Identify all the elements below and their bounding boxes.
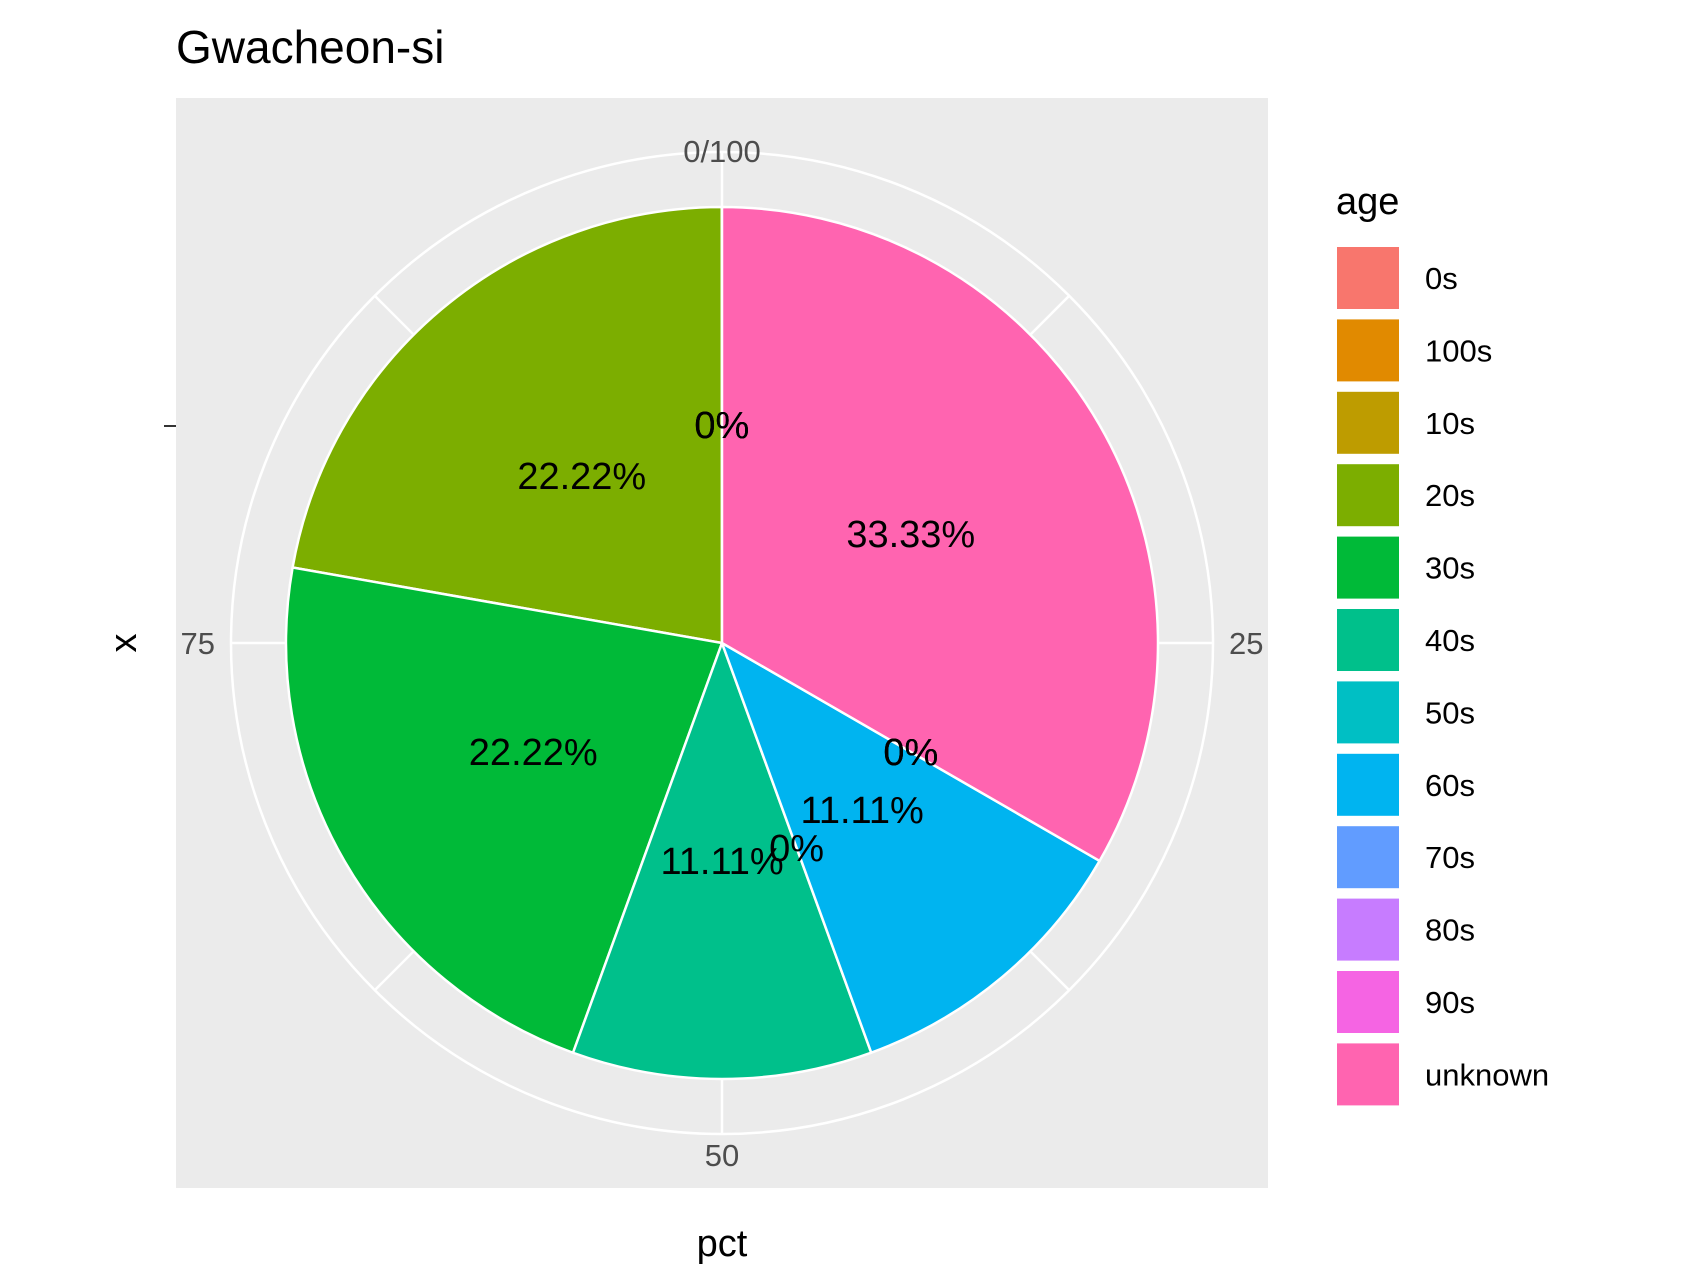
legend-key-0s [1335,245,1401,311]
legend-label-50s: 50s [1425,695,1475,730]
legend-label-10s: 10s [1425,406,1475,441]
legend-label-unknown: unknown [1425,1057,1549,1092]
slice-40s [571,641,873,1081]
tick-label-0: 0/100 [683,134,761,169]
angular-ticks: 0/100 25 50 75 [181,134,1264,1173]
slice-30s [284,566,724,1055]
legend-key-30s [1335,534,1401,601]
slice-label-70s: 0% [883,732,938,774]
legend-key-10s [1335,389,1401,456]
legend-label-0s: 0s [1425,261,1458,296]
slice-label-50s: 0% [769,828,824,870]
slice-label-80s: 0% [883,732,938,774]
slice-60s [720,641,1101,1054]
legend-key-90s [1335,969,1401,1035]
slice-20s [291,205,724,645]
legend-key-60s [1335,751,1401,818]
y-axis-title: x [103,634,145,653]
slice-labels: 0%0%0%22.22%22.22%11.11%0%11.11%0%0%0%33… [469,405,975,883]
legend-label-80s: 80s [1425,913,1475,948]
slice-label-20s: 22.22% [517,456,646,498]
x-axis-title: pct [697,1223,748,1265]
legend-label-60s: 60s [1425,768,1475,803]
legend-label-30s: 30s [1425,551,1475,586]
pie-slices [284,205,1160,1081]
tick-label-2: 50 [705,1138,739,1173]
slice-label-90s: 0% [883,732,938,774]
legend: age 0s 100s 10s 20s 30s 40s 50s 60s 70s 80s 90s unk… [1335,181,1549,1108]
legend-label-70s: 70s [1425,840,1475,875]
legend-label-20s: 20s [1425,478,1475,513]
slice-label-30s: 22.22% [469,732,598,774]
legend-key-70s [1335,824,1401,891]
chart-title: Gwacheon-si [176,21,444,73]
legend-label-90s: 90s [1425,985,1475,1020]
legend-label-40s: 40s [1425,623,1475,658]
legend-title: age [1336,181,1399,223]
legend-key-80s [1335,896,1401,963]
legend-key-50s [1335,679,1401,746]
slice-label-0s: 0% [694,405,749,447]
slice-label-60s: 11.11% [801,790,924,832]
legend-key-unknown [1335,1041,1401,1108]
tick-label-3: 75 [181,626,215,661]
slice-unknown [720,205,1160,863]
legend-key-40s [1335,607,1401,673]
slice-label-10s: 0% [694,405,749,447]
legend-key-20s [1335,462,1401,529]
slice-label-unknown: 33.33% [846,514,975,556]
slice-label-40s: 11.11% [660,841,783,883]
slice-label-100s: 0% [694,405,749,447]
tick-label-1: 25 [1229,626,1263,661]
legend-label-100s: 100s [1425,333,1492,368]
legend-key-100s [1335,317,1401,384]
